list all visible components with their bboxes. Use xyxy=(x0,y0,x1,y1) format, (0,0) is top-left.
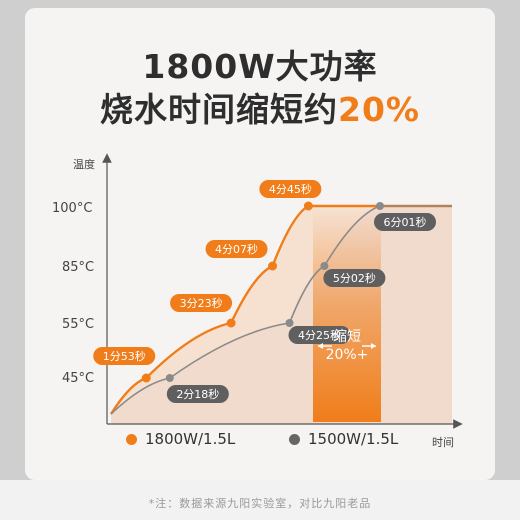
reduction-annotation: 缩短 20%+ xyxy=(318,329,376,363)
y-tick-45: 45°C xyxy=(62,371,94,386)
point-marker-1800w-3 xyxy=(303,201,313,211)
point-marker-1800w-0 xyxy=(141,373,151,383)
point-marker-1500w-1 xyxy=(285,319,294,327)
point-1500w-1: 4分25秒 xyxy=(285,319,351,344)
reduction-text-line-2: 20%+ xyxy=(326,347,369,363)
point-label-box-1500w-0 xyxy=(166,385,229,403)
point-1800w-3: 4分45秒 xyxy=(259,180,322,211)
point-label-box-1500w-3 xyxy=(374,213,436,231)
x-axis-label: 时间 xyxy=(432,436,454,449)
reduction-band xyxy=(313,208,381,422)
point-label-1800w-1: 3分23秒 xyxy=(180,296,223,310)
point-marker-1500w-2 xyxy=(320,262,329,270)
point-label-box-1800w-0 xyxy=(93,347,156,365)
point-1800w-0: 1分53秒 xyxy=(93,347,156,383)
legend-dot-orange xyxy=(126,433,137,445)
headline-highlight: 20% xyxy=(338,90,420,129)
headline-line-2: 烧水时间缩短约20% xyxy=(0,83,520,131)
y-tick-55: 55°C xyxy=(62,317,94,332)
point-1800w-1: 3分23秒 xyxy=(170,294,236,328)
y-axis-label: 温度 xyxy=(73,157,95,171)
point-label-box-1500w-2 xyxy=(323,269,386,287)
point-1800w-2: 4分07秒 xyxy=(205,240,278,271)
point-label-1500w-1: 4分25秒 xyxy=(298,328,341,342)
headline-line-2-main: 烧水时间缩短约 xyxy=(100,90,338,129)
legend-label-1500w: 1500W/1.5L xyxy=(308,430,399,448)
point-1500w-0: 2分18秒 xyxy=(165,374,229,403)
point-label-box-1800w-1 xyxy=(170,294,233,312)
point-marker-1800w-1 xyxy=(226,318,236,328)
point-marker-1500w-0 xyxy=(165,374,174,382)
reduction-arrowhead-left xyxy=(318,343,323,349)
point-1500w-3: 6分01秒 xyxy=(374,202,436,231)
point-label-box-1800w-3 xyxy=(259,180,322,198)
point-label-1800w-2: 4分07秒 xyxy=(215,242,258,256)
point-label-1800w-0: 1分53秒 xyxy=(103,349,146,363)
point-1500w-2: 5分02秒 xyxy=(320,262,386,287)
legend-item-1800w: 1800W/1.5L xyxy=(126,430,235,448)
point-marker-1800w-2 xyxy=(268,261,278,271)
legend-dot-gray xyxy=(289,433,300,445)
legend-item-1500w: 1500W/1.5L xyxy=(289,430,398,448)
point-label-1800w-3: 4分45秒 xyxy=(269,182,312,196)
y-tick-100: 100°C xyxy=(52,201,92,216)
point-label-1500w-3: 6分01秒 xyxy=(384,215,427,229)
y-tick-85: 85°C xyxy=(62,260,94,275)
reduction-text-line-1: 缩短 xyxy=(333,329,361,345)
footer-band xyxy=(0,480,520,520)
point-marker-1500w-3 xyxy=(376,202,384,210)
point-label-box-1500w-1 xyxy=(288,326,351,344)
point-groups: 1分53秒 3分23秒 4分07秒 4分45秒 2分18秒 4分25秒 5分02秒 6分01秒 xyxy=(93,180,436,403)
point-label-box-1800w-2 xyxy=(205,240,268,258)
reduction-arrowhead-right xyxy=(371,343,376,349)
point-label-1500w-0: 2分18秒 xyxy=(176,387,219,401)
headline-line-1: 1800W大功率 xyxy=(142,47,378,86)
footnote: *注：数据来源九阳实验室，对比九阳老品 xyxy=(148,497,372,510)
point-label-1500w-2: 5分02秒 xyxy=(333,271,376,285)
legend-label-1800w: 1800W/1.5L xyxy=(145,430,236,448)
